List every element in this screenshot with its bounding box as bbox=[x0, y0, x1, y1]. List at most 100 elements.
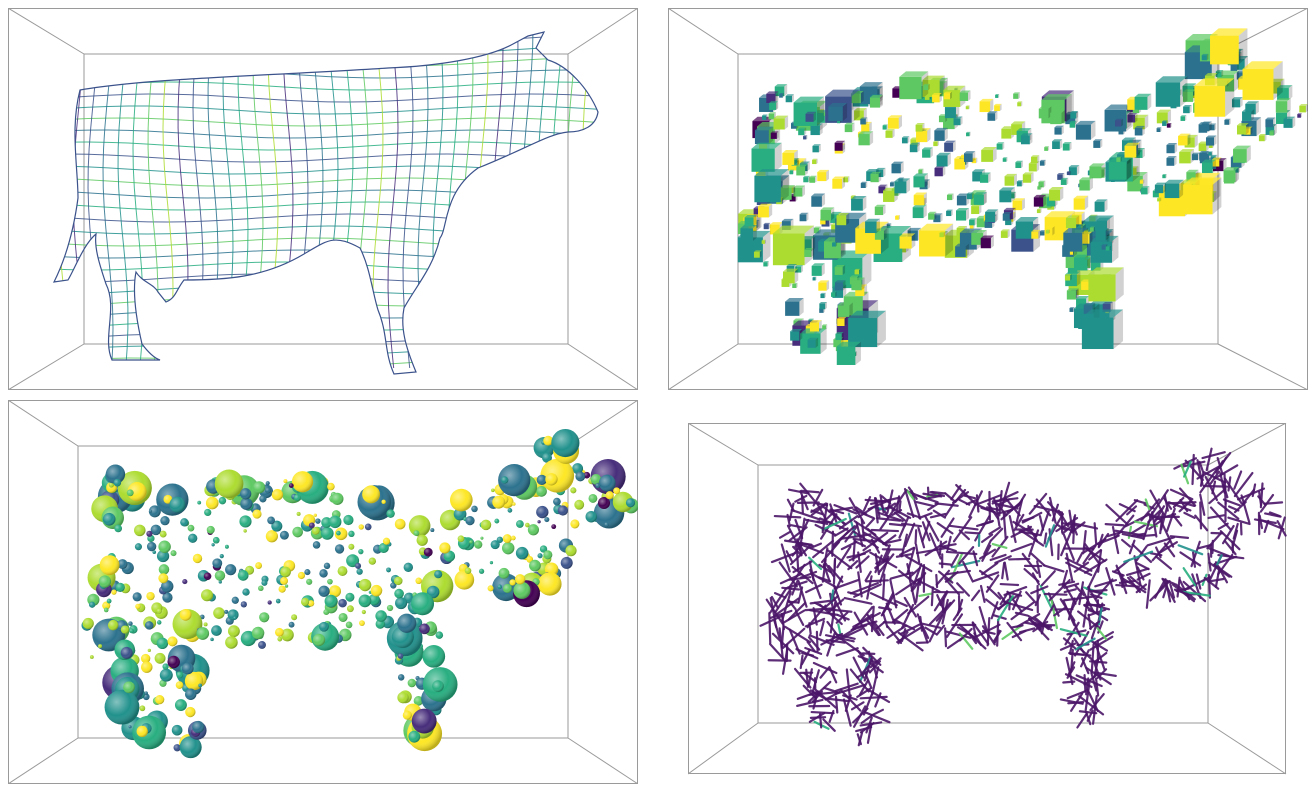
line-glyph bbox=[791, 565, 814, 585]
line-glyph bbox=[1172, 496, 1185, 509]
sphere-glyph bbox=[259, 495, 267, 503]
line-glyph bbox=[789, 545, 811, 566]
sphere-glyph bbox=[613, 487, 621, 495]
line-glyph bbox=[914, 529, 918, 545]
cube-glyph bbox=[1076, 257, 1091, 271]
line-glyph bbox=[880, 592, 895, 617]
line-glyph bbox=[795, 544, 800, 572]
line-glyph bbox=[858, 679, 869, 696]
line-glyph bbox=[1219, 530, 1241, 551]
line-glyph bbox=[924, 515, 940, 542]
line-glyph bbox=[1028, 492, 1048, 515]
line-glyph bbox=[944, 627, 948, 648]
line-glyph bbox=[813, 601, 830, 612]
sphere-glyph bbox=[319, 621, 329, 632]
line-glyph bbox=[918, 564, 926, 586]
line-glyph bbox=[1136, 572, 1151, 581]
line-glyph bbox=[958, 498, 971, 506]
sphere-glyph bbox=[203, 622, 208, 627]
line-glyph bbox=[1207, 573, 1212, 599]
line-glyph bbox=[771, 632, 795, 655]
line-glyph bbox=[944, 492, 957, 503]
sphere-glyph bbox=[128, 725, 132, 729]
line-glyph bbox=[870, 538, 881, 554]
line-glyph bbox=[1076, 712, 1088, 729]
cube-glyph bbox=[809, 320, 822, 332]
line-glyph bbox=[952, 516, 973, 543]
line-glyph bbox=[863, 711, 891, 724]
cube-glyph bbox=[835, 332, 844, 341]
line-glyph bbox=[1013, 513, 1025, 532]
bounding-box bbox=[8, 8, 638, 390]
sphere-glyph bbox=[334, 544, 345, 554]
cube-glyph bbox=[803, 135, 808, 140]
line-glyph bbox=[886, 624, 908, 639]
line-glyph bbox=[935, 624, 946, 636]
line-glyph bbox=[809, 568, 822, 599]
sphere-glyph bbox=[492, 495, 506, 509]
sphere-glyph bbox=[358, 524, 364, 530]
cube-glyph bbox=[882, 124, 888, 130]
line-glyph bbox=[857, 551, 862, 573]
line-glyph bbox=[855, 506, 868, 516]
sphere-glyph bbox=[104, 689, 140, 725]
sphere-glyph bbox=[527, 524, 539, 536]
sphere-glyph bbox=[543, 435, 554, 446]
line-glyph bbox=[924, 540, 948, 557]
sphere-glyph bbox=[368, 557, 377, 565]
sphere-glyph bbox=[139, 705, 146, 712]
line-glyph bbox=[917, 526, 926, 549]
sphere-glyph bbox=[240, 488, 252, 500]
line-glyph bbox=[958, 529, 970, 541]
cube-glyph bbox=[1178, 133, 1191, 146]
line-glyph bbox=[907, 595, 930, 615]
sphere-glyph bbox=[271, 489, 284, 501]
line-glyph bbox=[958, 546, 975, 565]
line-glyph bbox=[895, 553, 913, 558]
sphere-glyph bbox=[346, 605, 354, 613]
cube-glyph bbox=[751, 142, 782, 172]
sphere-glyph bbox=[575, 471, 586, 482]
sphere-glyph bbox=[113, 478, 122, 487]
line-glyph bbox=[958, 632, 974, 650]
line-glyph bbox=[972, 571, 1000, 583]
line-glyph bbox=[997, 505, 1008, 517]
line-glyph bbox=[1163, 497, 1173, 510]
panel-line-glyphs bbox=[688, 423, 1300, 785]
sphere-glyph bbox=[327, 578, 333, 585]
sphere-glyph bbox=[572, 463, 584, 474]
sphere-glyph bbox=[212, 558, 223, 569]
cube-glyph bbox=[754, 169, 789, 203]
line-glyph bbox=[785, 550, 794, 563]
line-glyph bbox=[800, 648, 811, 666]
sphere-glyph bbox=[382, 537, 391, 545]
line-glyph bbox=[944, 570, 959, 583]
sphere-glyph bbox=[304, 569, 311, 576]
cube-glyph bbox=[744, 215, 757, 227]
line-glyph bbox=[1025, 591, 1037, 604]
line-glyph bbox=[978, 504, 996, 514]
cube-glyph bbox=[1013, 92, 1020, 99]
sphere-glyph bbox=[148, 505, 161, 518]
sphere-glyph bbox=[595, 483, 601, 489]
sphere-glyph bbox=[237, 569, 249, 581]
cube-glyph bbox=[1037, 185, 1042, 190]
cube-glyph bbox=[995, 94, 1000, 98]
sphere-glyph bbox=[403, 562, 413, 573]
cube-glyph bbox=[820, 207, 835, 221]
sphere-glyph bbox=[359, 620, 365, 627]
sphere-glyph bbox=[338, 612, 348, 622]
cube-glyph bbox=[933, 140, 939, 147]
cube-glyph bbox=[1052, 139, 1063, 150]
line-glyph bbox=[822, 563, 831, 582]
line-glyph bbox=[810, 509, 824, 516]
line-glyph bbox=[808, 691, 839, 696]
sphere-glyph bbox=[308, 522, 315, 529]
line-glyph bbox=[1191, 551, 1197, 568]
line-glyph bbox=[981, 533, 994, 544]
cube-glyph bbox=[1079, 177, 1093, 191]
line-glyph bbox=[1166, 507, 1176, 532]
sphere-glyph bbox=[146, 530, 153, 537]
sphere-glyph bbox=[242, 588, 250, 596]
sphere-glyph bbox=[378, 542, 389, 553]
